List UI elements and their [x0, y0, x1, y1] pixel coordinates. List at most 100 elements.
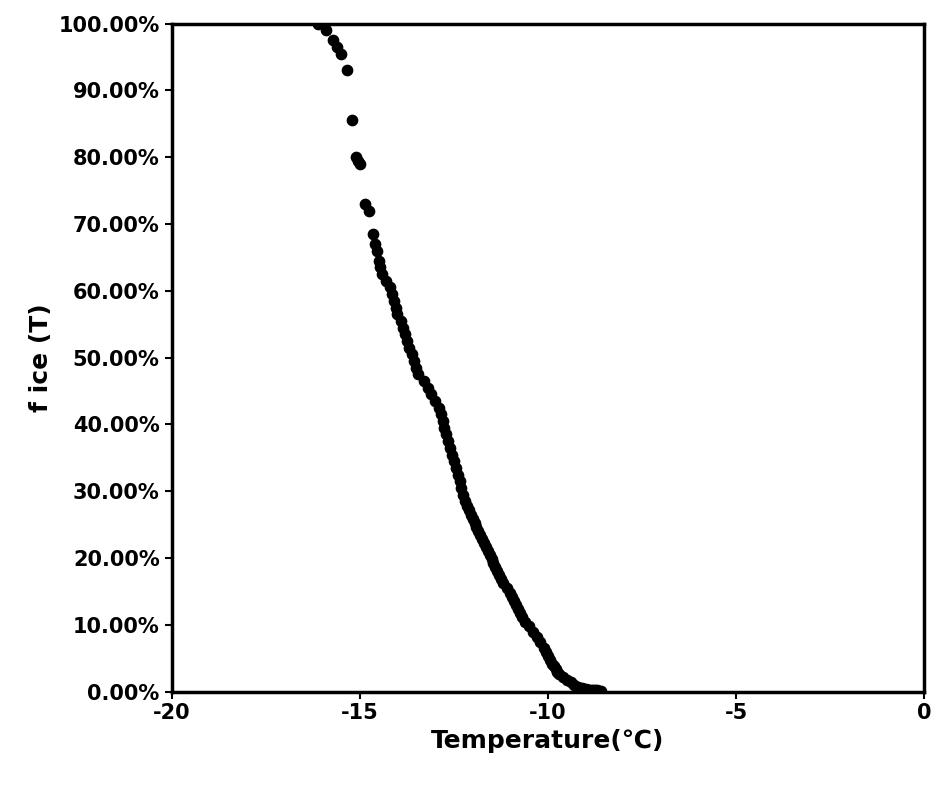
- Point: [576, 683, 591, 696]
- Point: [532, 636, 547, 648]
- Point: [574, 682, 589, 695]
- Point: [426, 395, 442, 407]
- Point: [318, 24, 333, 37]
- Point: [509, 603, 525, 615]
- Point: [511, 607, 526, 619]
- Point: [407, 354, 422, 367]
- X-axis label: Temperature(℃): Temperature(℃): [431, 729, 664, 753]
- Point: [544, 657, 559, 670]
- Point: [585, 684, 600, 696]
- Y-axis label: f ice (T): f ice (T): [29, 303, 53, 412]
- Point: [326, 34, 341, 46]
- Point: [382, 281, 397, 294]
- Point: [310, 17, 326, 30]
- Point: [465, 513, 480, 526]
- Point: [592, 685, 607, 697]
- Point: [502, 586, 517, 599]
- Point: [507, 599, 523, 612]
- Point: [590, 685, 605, 697]
- Point: [378, 274, 393, 287]
- Point: [549, 665, 565, 678]
- Point: [449, 468, 465, 481]
- Point: [384, 288, 399, 300]
- Point: [438, 428, 453, 441]
- Point: [408, 362, 424, 374]
- Point: [470, 525, 486, 538]
- Point: [453, 482, 468, 494]
- Point: [401, 341, 416, 354]
- Point: [487, 561, 503, 574]
- Point: [457, 495, 472, 508]
- Point: [545, 660, 561, 673]
- Point: [393, 314, 408, 327]
- Point: [365, 228, 380, 241]
- Point: [372, 261, 387, 274]
- Point: [536, 641, 551, 654]
- Point: [440, 435, 455, 447]
- Point: [416, 375, 431, 387]
- Point: [434, 415, 449, 428]
- Point: [581, 683, 596, 696]
- Point: [555, 670, 570, 683]
- Point: [586, 684, 602, 696]
- Point: [491, 569, 506, 582]
- Point: [432, 408, 447, 421]
- Point: [446, 455, 461, 468]
- Point: [513, 611, 528, 623]
- Point: [351, 157, 367, 171]
- Point: [444, 448, 459, 461]
- Point: [499, 582, 514, 594]
- Point: [542, 653, 557, 666]
- Point: [420, 381, 435, 394]
- Point: [551, 668, 566, 681]
- Point: [399, 335, 414, 347]
- Point: [370, 255, 386, 267]
- Point: [506, 594, 521, 607]
- Point: [540, 649, 555, 662]
- Point: [476, 537, 491, 549]
- Point: [482, 549, 497, 562]
- Point: [525, 626, 540, 638]
- Point: [474, 533, 489, 545]
- Point: [461, 504, 476, 516]
- Point: [588, 684, 604, 696]
- Point: [547, 663, 563, 675]
- Point: [350, 154, 366, 167]
- Point: [489, 565, 505, 578]
- Point: [361, 204, 376, 217]
- Point: [577, 683, 592, 696]
- Point: [579, 683, 594, 696]
- Point: [447, 461, 463, 474]
- Point: [333, 47, 348, 60]
- Point: [459, 500, 474, 512]
- Point: [397, 328, 412, 340]
- Point: [348, 151, 364, 163]
- Point: [478, 541, 493, 553]
- Point: [386, 295, 401, 307]
- Point: [468, 521, 484, 534]
- Point: [345, 114, 360, 127]
- Point: [517, 615, 532, 628]
- Point: [410, 368, 426, 380]
- Point: [339, 64, 354, 76]
- Point: [583, 683, 598, 696]
- Point: [559, 674, 574, 686]
- Point: [466, 517, 482, 530]
- Point: [387, 301, 403, 314]
- Point: [357, 198, 372, 211]
- Point: [463, 509, 478, 521]
- Point: [538, 645, 553, 658]
- Point: [566, 678, 582, 692]
- Point: [451, 475, 466, 487]
- Point: [424, 388, 439, 401]
- Point: [374, 268, 389, 281]
- Point: [528, 630, 544, 643]
- Point: [389, 308, 405, 321]
- Point: [405, 348, 420, 361]
- Point: [329, 41, 345, 53]
- Point: [521, 620, 536, 633]
- Point: [480, 545, 495, 558]
- Point: [472, 529, 487, 542]
- Point: [493, 573, 508, 586]
- Point: [486, 557, 501, 570]
